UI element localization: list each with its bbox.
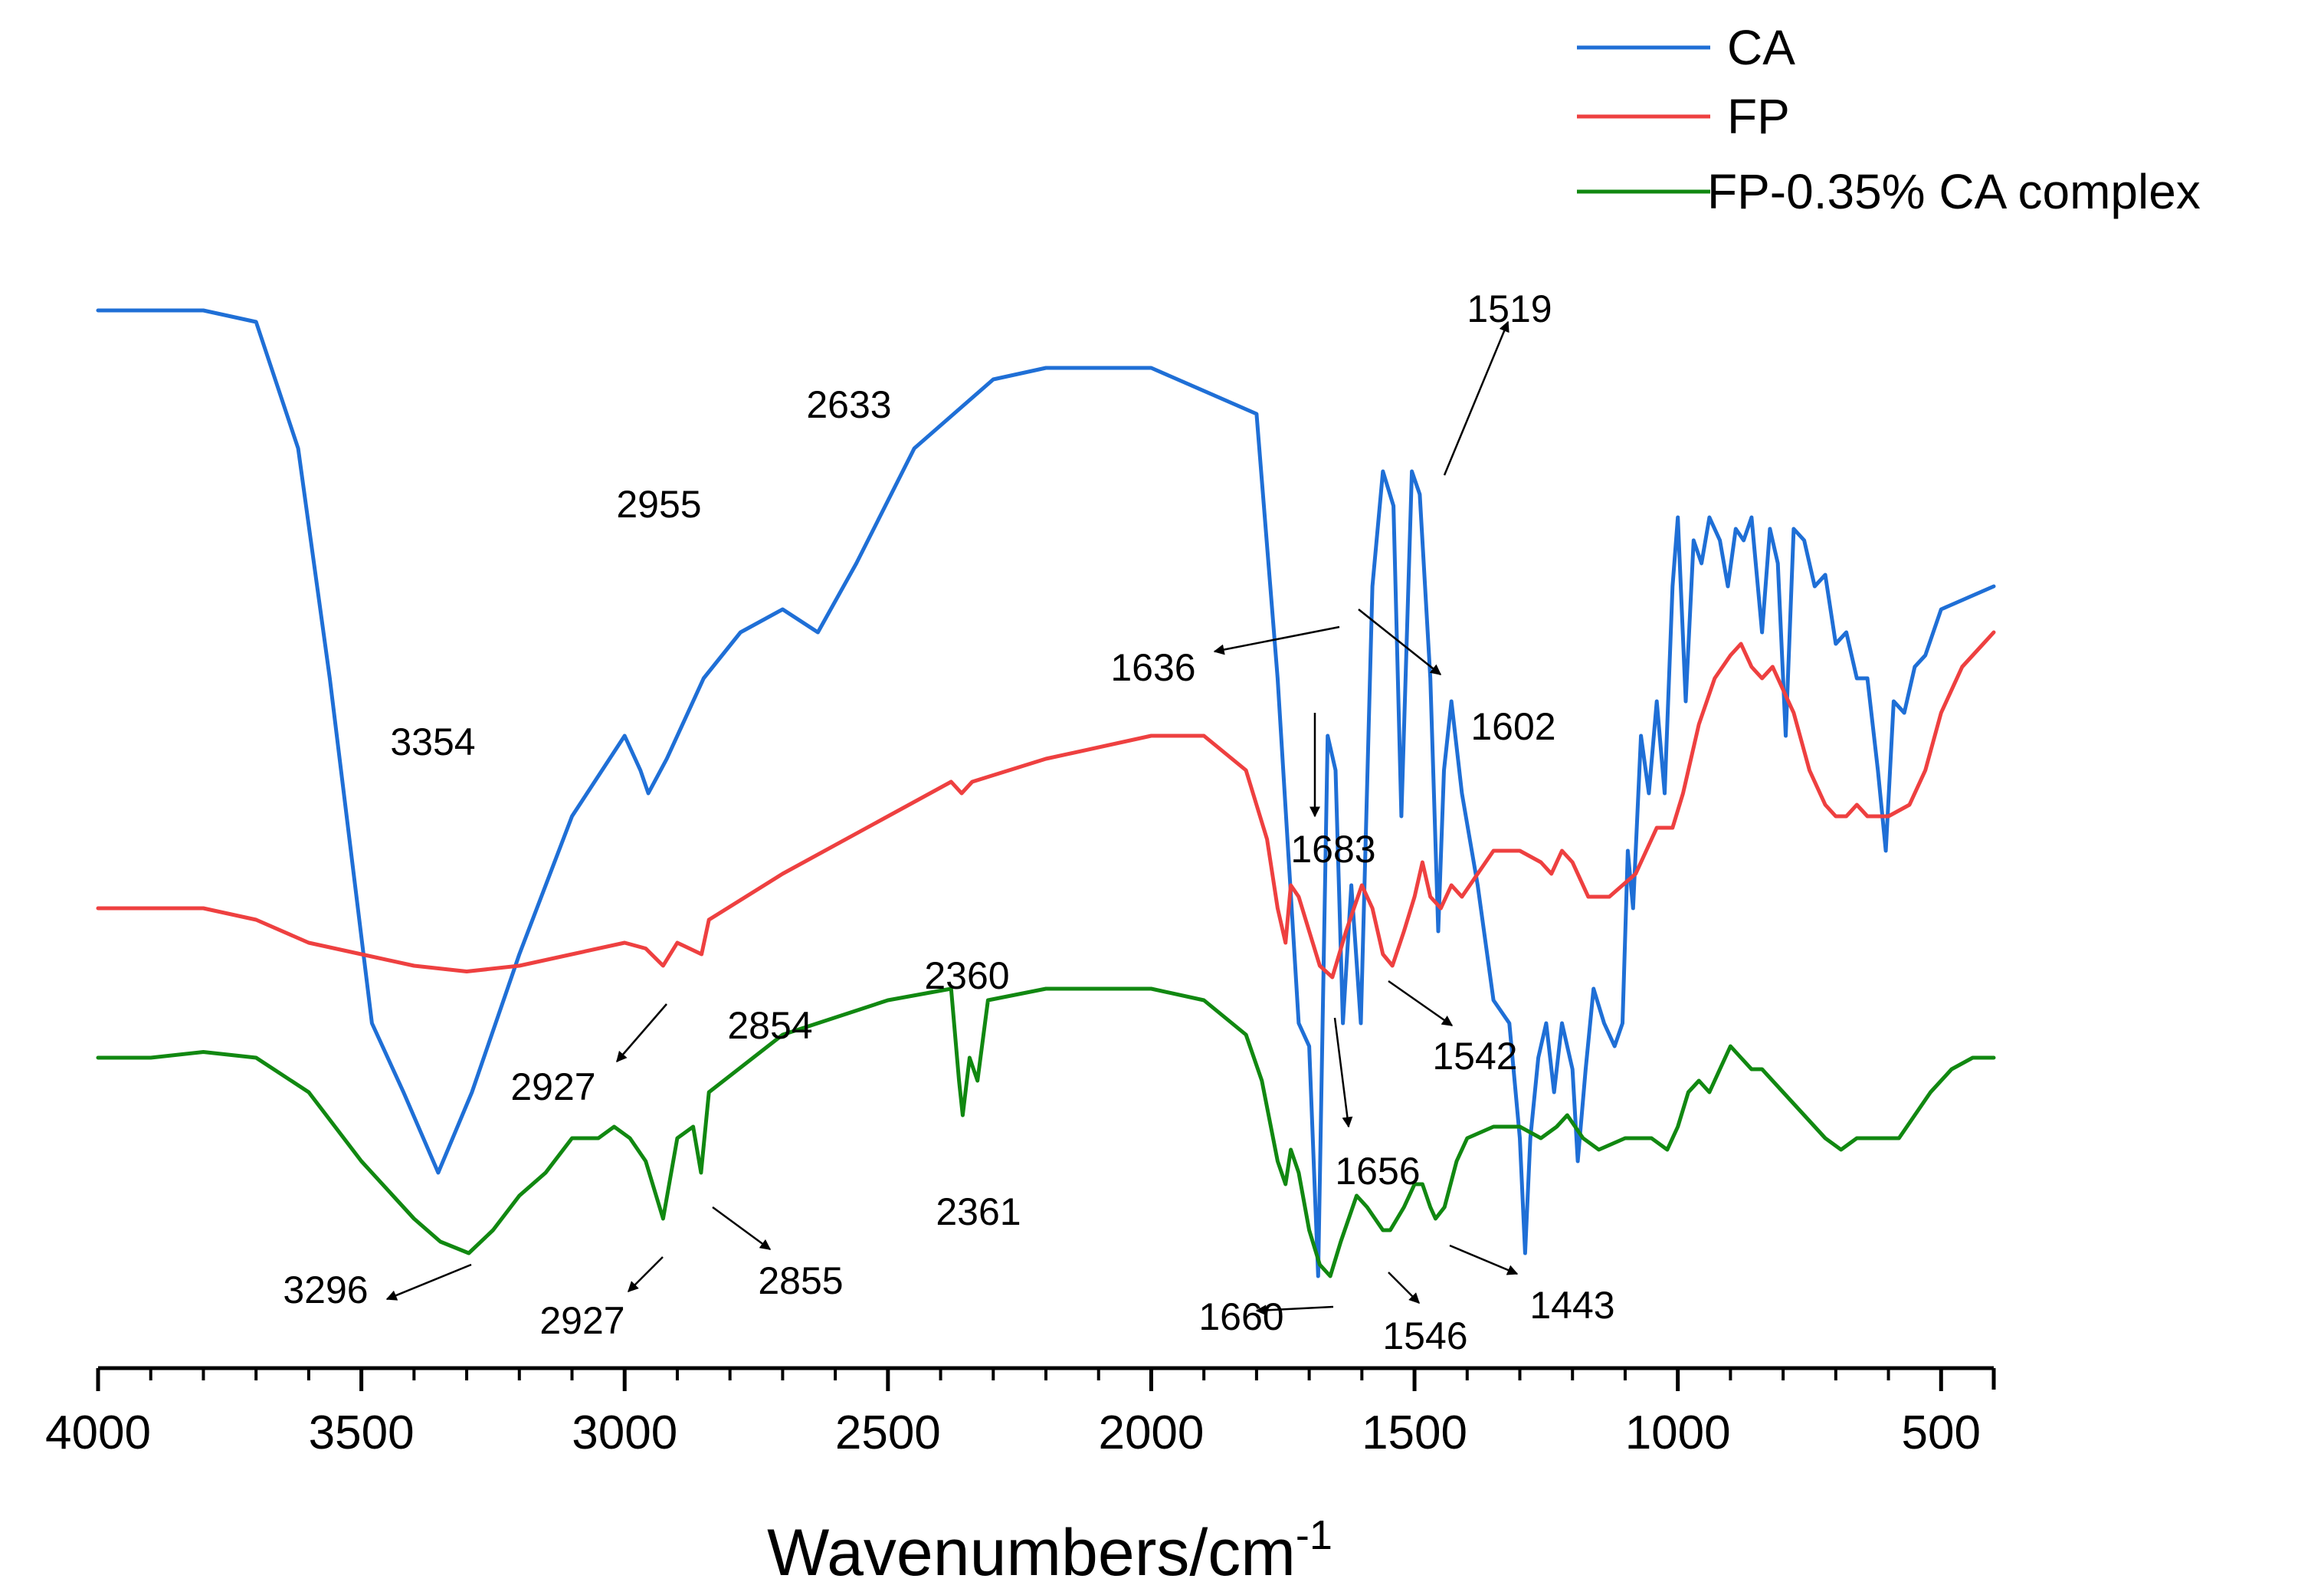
peak-label: 1443 (1529, 1284, 1614, 1327)
annotation-arrow (1388, 1272, 1420, 1304)
peak-label: 3296 (283, 1268, 368, 1311)
series-line-2 (96, 986, 1996, 1278)
peak-label: 1542 (1432, 1035, 1517, 1078)
peak-label: 1683 (1290, 828, 1375, 871)
legend-label: FP (1727, 89, 1790, 144)
x-tick-label: 3000 (572, 1406, 677, 1459)
legend-label: CA (1727, 20, 1795, 75)
peak-label: 2361 (936, 1190, 1021, 1233)
annotation-arrow (1358, 609, 1442, 675)
peak-label: 1656 (1335, 1150, 1420, 1193)
annotation-arrow (1449, 1244, 1519, 1275)
peak-label: 3354 (390, 720, 475, 763)
annotation-arrow (1213, 625, 1340, 655)
annotation-arrow (628, 1256, 664, 1292)
x-tick-label: 1000 (1625, 1406, 1731, 1459)
annotation-arrow (1333, 1017, 1353, 1128)
x-tick-label: 4000 (45, 1406, 151, 1459)
annotation-arrow (1443, 320, 1509, 476)
peak-label: 2927 (510, 1065, 595, 1108)
x-axis-title: Wavenumbers/cm-1 (767, 1512, 1332, 1590)
x-tick-label: 500 (1902, 1406, 1981, 1459)
x-tick-label: 2500 (835, 1406, 941, 1459)
peak-label: 2854 (727, 1004, 812, 1047)
peak-label: 2955 (616, 483, 701, 526)
peak-label: 1519 (1467, 287, 1552, 330)
peak-label: 2927 (539, 1299, 624, 1342)
x-tick-label: 2000 (1098, 1406, 1204, 1459)
peak-annotations: 3354 2955 2633 1519 1636 1602 1683 2360 2854 2927… (283, 287, 1614, 1357)
annotation-arrow (616, 1003, 667, 1063)
x-tick-label: 1500 (1362, 1406, 1467, 1459)
peak-label: 2360 (924, 954, 1009, 997)
x-tick-label: 3500 (309, 1406, 415, 1459)
legend-label: FP-0.35% CA complex (1707, 164, 2201, 219)
series-layer (96, 308, 1996, 1278)
annotation-arrow (712, 1206, 772, 1251)
annotation-arrow (1255, 1305, 1334, 1316)
peak-label: 1660 (1198, 1295, 1283, 1338)
series-line-1 (96, 630, 1996, 980)
peak-label: 1602 (1470, 705, 1555, 748)
legend: CA FP FP-0.35% CA complex (1577, 20, 2201, 219)
peak-label: 2633 (806, 383, 891, 426)
peak-label: 2855 (758, 1259, 843, 1302)
peak-label: 1546 (1382, 1314, 1467, 1357)
x-axis: 4000 3500 3000 2500 2000 1500 1000 500 (45, 1366, 1996, 1459)
annotation-arrow (1388, 980, 1454, 1027)
series-line-0 (96, 308, 1996, 1278)
x-axis-title-text: Wavenumbers/cm (767, 1516, 1296, 1590)
x-axis-title-superscript: -1 (1296, 1512, 1332, 1558)
peak-label: 1636 (1110, 646, 1195, 689)
annotation-arrow (385, 1263, 472, 1301)
